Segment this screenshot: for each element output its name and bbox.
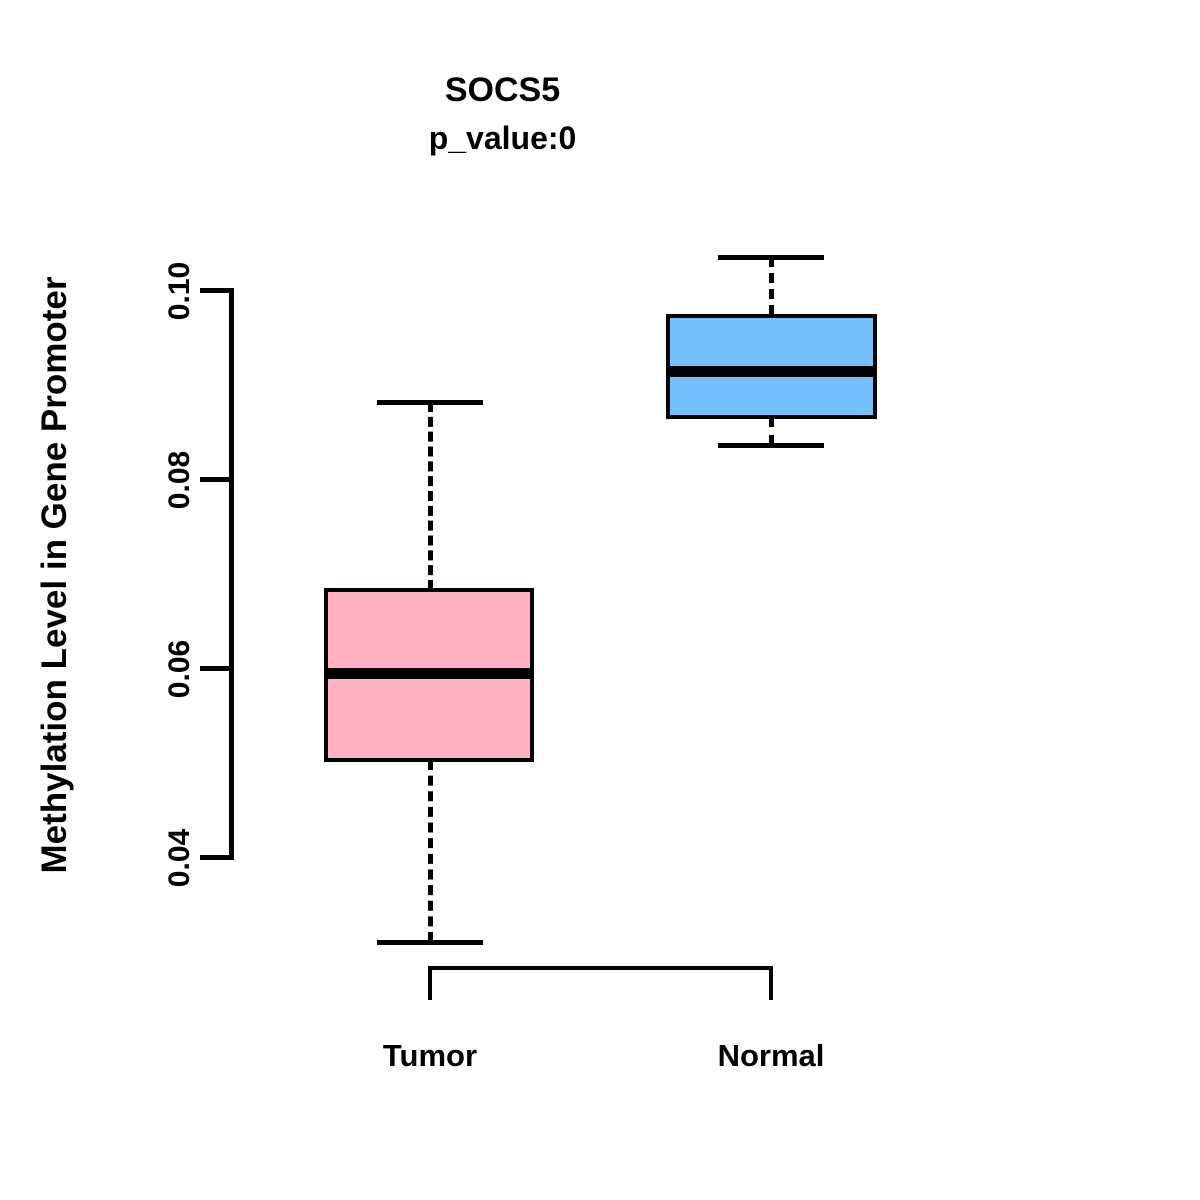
y-axis-tick-0.06 <box>200 666 234 671</box>
tumor-upper-whisker-cap <box>377 400 483 405</box>
x-axis-tick-tumor <box>428 966 432 1000</box>
normal-lower-whisker-line <box>769 417 774 445</box>
y-axis-tick-0.04 <box>200 855 234 860</box>
y-axis-tick-label-2: 0.06 <box>163 639 196 699</box>
x-axis-tick-label-normal: Normal <box>717 1038 825 1073</box>
normal-lower-whisker-cap <box>718 443 824 448</box>
x-axis-tick-label-tumor: Tumor <box>382 1038 478 1073</box>
y-axis-tick-label-0: 0.10 <box>163 261 196 321</box>
y-axis-line <box>229 288 234 858</box>
chart-subtitle: p_value:0 <box>0 118 1200 158</box>
y-axis-tick-0.10 <box>200 288 234 293</box>
y-axis-tick-label-1: 0.08 <box>163 450 196 510</box>
normal-median-line <box>666 366 877 377</box>
x-axis-line <box>428 966 773 970</box>
chart-title-text: SOCS5 <box>444 71 561 109</box>
tumor-upper-whisker-line <box>428 402 433 590</box>
chart-title: SOCS5 <box>0 70 1200 110</box>
y-axis-tick-0.08 <box>200 477 234 482</box>
tumor-lower-whisker-cap <box>377 940 483 945</box>
y-axis-tick-label-3: 0.04 <box>163 828 196 888</box>
normal-upper-whisker-line <box>769 257 774 315</box>
chart-subtitle-text: p_value:0 <box>428 120 577 156</box>
tumor-median-line <box>324 668 534 679</box>
normal-upper-whisker-cap <box>718 255 824 260</box>
tumor-lower-whisker-line <box>428 760 433 942</box>
y-axis-title: Methylation Level in Gene Promoter <box>35 276 74 874</box>
x-axis-tick-normal <box>769 966 773 1000</box>
